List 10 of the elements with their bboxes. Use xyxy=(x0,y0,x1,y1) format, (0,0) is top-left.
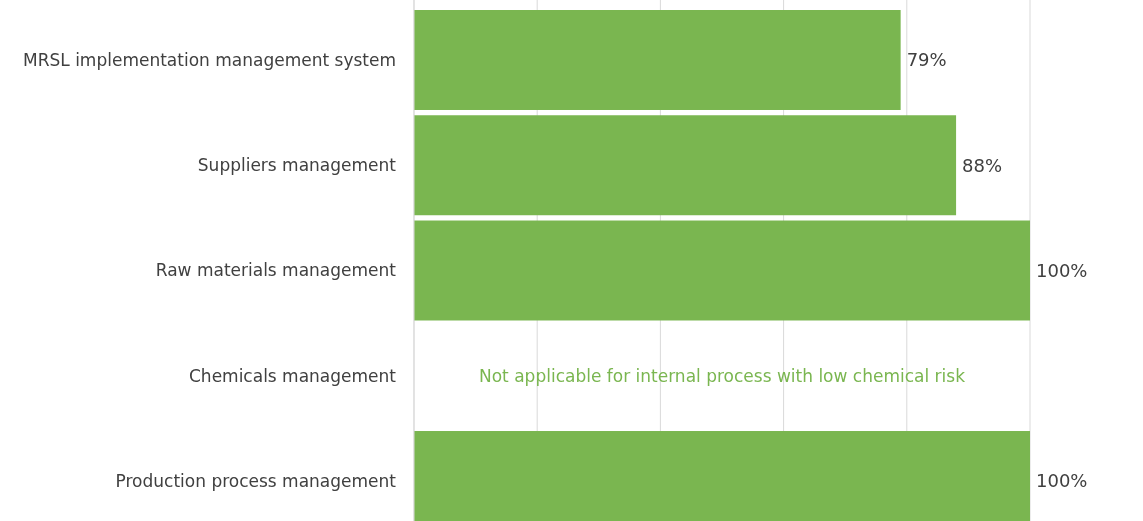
y-tick-label: Production process management xyxy=(115,470,397,491)
y-tick-label: Suppliers management xyxy=(197,155,397,176)
y-tick-label: Raw materials management xyxy=(155,260,397,281)
data-label: 79% xyxy=(906,49,947,71)
annotation: Not applicable for internal process with low chemical risk xyxy=(479,365,966,386)
y-tick-label: Chemicals management xyxy=(188,365,397,386)
data-label: 100% xyxy=(1036,259,1088,281)
data-label: 88% xyxy=(962,154,1003,176)
data-label: 100% xyxy=(1036,470,1088,492)
y-tick-label: MRSL implementation management system xyxy=(23,49,396,70)
